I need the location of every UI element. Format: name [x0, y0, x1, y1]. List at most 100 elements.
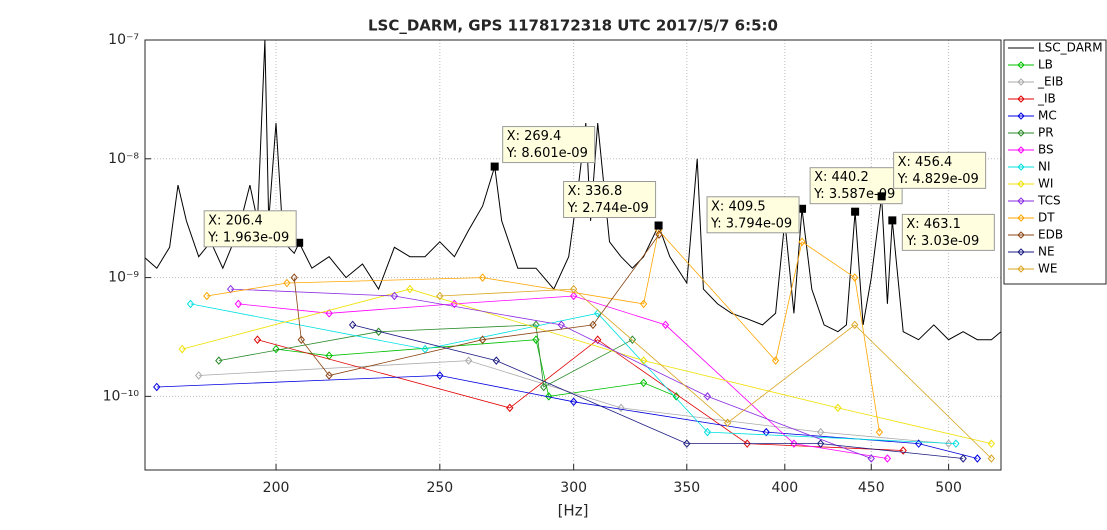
datatip: X: 440.2 Y: 3.587e-09	[809, 167, 903, 216]
datatip-y: Y: 8.601e-09	[506, 146, 588, 161]
datatip-y: Y: 3.03e-09	[905, 234, 979, 249]
legend-label: _EIB	[1037, 75, 1063, 89]
series-line	[218, 324, 633, 388]
x-tick-label: 300	[560, 480, 587, 496]
data-point	[683, 439, 691, 448]
series-line	[352, 324, 964, 459]
legend-label: WI	[1038, 177, 1053, 191]
data-point	[959, 454, 967, 463]
data-point	[816, 439, 825, 448]
datatip-box	[502, 126, 596, 164]
legend-label: NE	[1038, 245, 1055, 259]
data-point	[421, 344, 429, 354]
datatip: X: 409.5 Y: 3.794e-09	[706, 196, 807, 234]
data-point	[178, 344, 186, 354]
datatip-box	[809, 167, 903, 205]
data-point	[569, 291, 578, 301]
x-tick-label: 250	[426, 480, 453, 496]
data-point	[215, 356, 223, 365]
legend-marker	[1017, 129, 1025, 137]
data-point	[834, 403, 842, 413]
data-point	[348, 320, 357, 330]
data-point	[639, 356, 648, 365]
data-point	[290, 273, 298, 282]
data-point	[867, 454, 875, 463]
data-point	[272, 344, 280, 354]
legend-label: EDB	[1038, 228, 1063, 242]
data-point	[851, 320, 859, 330]
data-point	[899, 446, 907, 455]
legend-marker	[1017, 231, 1025, 239]
data-point	[661, 320, 670, 330]
datatip-box	[563, 181, 657, 219]
data-point	[723, 418, 732, 427]
data-point	[798, 237, 806, 247]
data-point	[478, 335, 487, 344]
data-point	[283, 278, 291, 288]
data-point	[987, 439, 996, 448]
datatip-y: Y: 3.587e-09	[813, 187, 895, 202]
datatip-box	[901, 213, 995, 251]
legend-marker	[1017, 112, 1025, 120]
datatip-box	[706, 196, 800, 234]
data-point	[195, 371, 203, 380]
data-point	[450, 299, 459, 309]
series-line	[293, 234, 660, 376]
datatip-marker	[654, 221, 663, 230]
data-point	[406, 284, 414, 294]
data-point	[875, 427, 884, 437]
data-point	[234, 299, 243, 309]
datatip-y: Y: 1.963e-09	[207, 230, 289, 245]
legend-label: NI	[1038, 160, 1051, 174]
legend-marker	[1017, 214, 1025, 222]
y-tick-label: 10⁻⁸	[108, 151, 139, 167]
legend-marker	[1017, 61, 1025, 69]
data-point	[790, 439, 798, 448]
data-point	[545, 392, 553, 401]
datatip: X: 456.4 Y: 4.829e-09	[877, 151, 987, 201]
x-tick-label: 200	[263, 480, 290, 496]
x-tick-label: 500	[935, 480, 962, 496]
datatip-y: Y: 3.794e-09	[710, 216, 792, 231]
legend-marker	[1017, 180, 1025, 188]
series-line	[206, 229, 880, 433]
datatip-x: X: 269.4	[507, 129, 562, 144]
x-axis-label: [Hz]	[558, 502, 589, 520]
data-point	[816, 427, 825, 437]
data-point	[987, 454, 996, 463]
series-line	[145, 40, 1001, 341]
data-point	[743, 439, 751, 448]
x-tick-label: 450	[858, 480, 885, 496]
data-point	[478, 273, 487, 282]
series-line	[198, 360, 949, 444]
data-point	[639, 299, 648, 309]
plot-content	[145, 40, 1001, 463]
legend-marker	[1017, 163, 1025, 171]
datatip-box	[203, 210, 297, 248]
data-point	[883, 454, 892, 463]
chart-title: LSC_DARM, GPS 1178172318 UTC 2017/5/7 6:…	[368, 17, 778, 35]
datatip-x: X: 463.1	[906, 217, 961, 232]
legend-label: DT	[1038, 211, 1055, 225]
data-point	[557, 320, 565, 330]
data-point	[655, 230, 663, 239]
data-point	[532, 320, 540, 330]
data-point	[506, 403, 514, 413]
data-point	[186, 299, 195, 309]
data-point	[851, 273, 859, 282]
datatip-box	[893, 151, 987, 189]
plot-area	[145, 40, 1001, 470]
data-point	[771, 356, 780, 365]
legend-label: MC	[1038, 109, 1057, 123]
data-point	[914, 439, 923, 448]
data-point	[762, 427, 770, 437]
data-point	[639, 378, 648, 388]
data-point	[589, 320, 597, 330]
legend-marker	[1017, 78, 1025, 86]
data-point	[226, 284, 235, 294]
series-line	[275, 339, 677, 397]
series-line	[257, 339, 904, 451]
series-line	[182, 288, 992, 444]
datatip-marker	[888, 216, 897, 225]
data-point	[436, 291, 444, 301]
